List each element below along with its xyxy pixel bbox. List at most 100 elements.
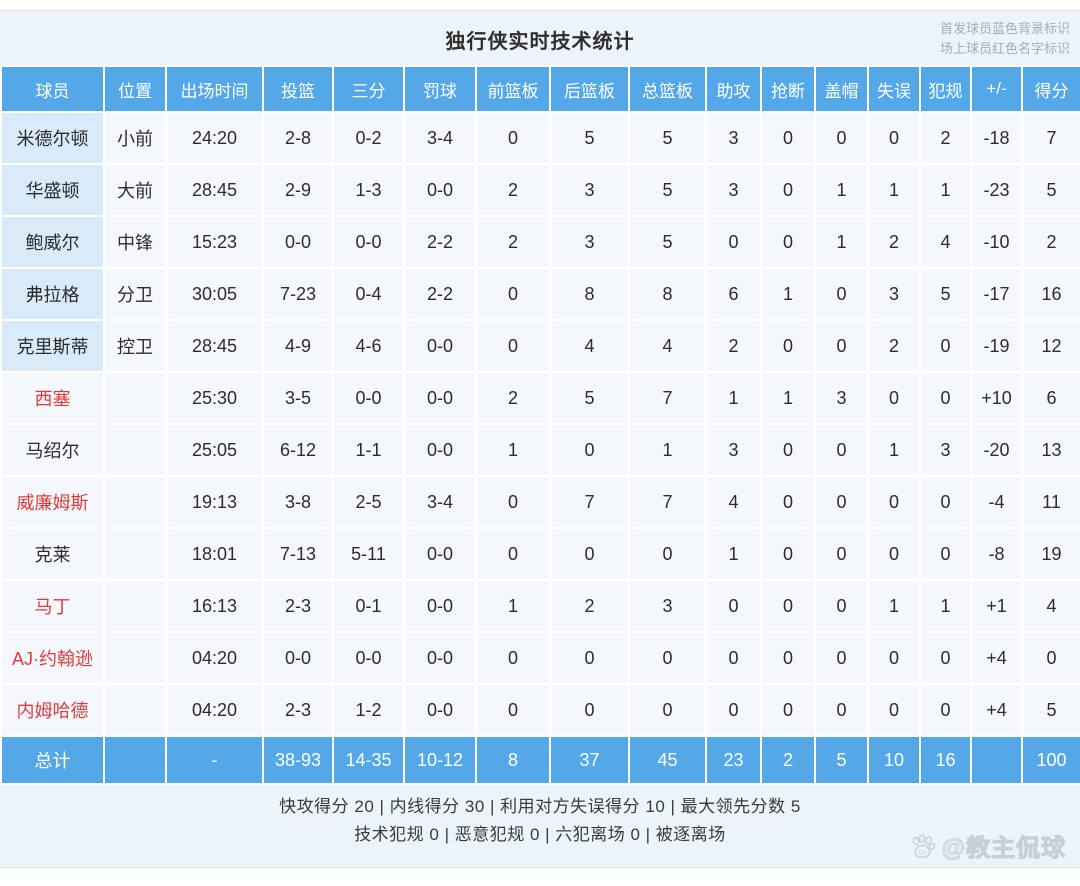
stat-ft: 0-0 — [403, 371, 477, 425]
stat-ft: 0-0 — [403, 423, 477, 477]
table-row: 克里斯蒂 控卫 28:45 4-9 4-6 0-0 0 4 4 2 0 0 2 0 -19 12 — [0, 319, 1080, 373]
totals-row: 总计 - 38-93 14-35 10-12 8 37 45 23 2 5 10… — [0, 735, 1080, 785]
stat-pf: 0 — [919, 683, 972, 737]
stat-stl: 1 — [760, 371, 816, 425]
stat-minutes: 16:13 — [165, 579, 264, 633]
col-pts: 得分 — [1021, 65, 1080, 113]
stat-ft: 3-4 — [403, 111, 477, 165]
stat-ft: 0-0 — [403, 163, 477, 217]
col-oreb: 前篮板 — [475, 65, 551, 113]
stat-oreb: 0 — [475, 527, 551, 581]
col-stl: 抢断 — [760, 65, 816, 113]
stat-treb: 3 — [628, 579, 707, 633]
totals-pts: 100 — [1021, 735, 1080, 785]
player-name: 克里斯蒂 — [0, 319, 105, 373]
stat-blk: 0 — [814, 579, 869, 633]
stat-3pt: 1-3 — [332, 163, 405, 217]
totals-3pt: 14-35 — [332, 735, 405, 785]
stat-ast: 3 — [705, 163, 762, 217]
stat-ast: 0 — [705, 631, 762, 685]
stat-pts: 2 — [1021, 215, 1080, 269]
player-name: 马丁 — [0, 579, 105, 633]
table-row: 弗拉格 分卫 30:05 7-23 0-4 2-2 0 8 8 6 1 0 3 5 -17 16 — [0, 267, 1080, 321]
stat-3pt: 2-5 — [332, 475, 405, 529]
stat-3pt: 4-6 — [332, 319, 405, 373]
totals-plusminus — [970, 735, 1023, 785]
col-3pt: 三分 — [332, 65, 405, 113]
stat-treb: 5 — [628, 215, 707, 269]
stat-to: 0 — [867, 475, 921, 529]
stat-minutes: 24:20 — [165, 111, 264, 165]
stat-minutes: 19:13 — [165, 475, 264, 529]
stat-pts: 13 — [1021, 423, 1080, 477]
stat-ast: 2 — [705, 319, 762, 373]
stat-dreb: 8 — [549, 267, 630, 321]
totals-minutes: - — [165, 735, 264, 785]
player-name: 鲍威尔 — [0, 215, 105, 269]
stat-treb: 7 — [628, 371, 707, 425]
col-dreb: 后篮板 — [549, 65, 630, 113]
stat-ft: 0-0 — [403, 683, 477, 737]
col-ft: 罚球 — [403, 65, 477, 113]
totals-ft: 10-12 — [403, 735, 477, 785]
stat-plusminus: +4 — [970, 631, 1023, 685]
legend-note: 首发球员蓝色背景标识 场上球员红色名字标识 — [940, 19, 1070, 59]
player-position — [103, 527, 167, 581]
stat-plusminus: +10 — [970, 371, 1023, 425]
stat-ft: 0-0 — [403, 631, 477, 685]
stat-dreb: 0 — [549, 423, 630, 477]
stat-ast: 1 — [705, 527, 762, 581]
col-position: 位置 — [103, 65, 167, 113]
stat-pts: 5 — [1021, 683, 1080, 737]
stat-ft: 0-0 — [403, 527, 477, 581]
stat-minutes: 25:30 — [165, 371, 264, 425]
watermark-handle: @教主侃球 — [941, 835, 1066, 863]
stat-pts: 19 — [1021, 527, 1080, 581]
stat-to: 3 — [867, 267, 921, 321]
header-row: 球员 位置 出场时间 投篮 三分 罚球 前篮板 后篮板 总篮板 助攻 抢断 盖帽… — [0, 65, 1080, 113]
stat-blk: 0 — [814, 267, 869, 321]
table-row: 内姆哈德 04:20 2-3 1-2 0-0 0 0 0 0 0 0 0 0 +4 5 — [0, 683, 1080, 737]
stat-ft: 3-4 — [403, 475, 477, 529]
legend-line-starter: 首发球员蓝色背景标识 — [939, 21, 1070, 36]
table-row: 马绍尔 25:05 6-12 1-1 0-0 1 0 1 3 0 0 1 3 -20 13 — [0, 423, 1080, 477]
stat-blk: 1 — [814, 163, 869, 217]
stat-treb: 5 — [628, 111, 707, 165]
stat-oreb: 0 — [475, 111, 551, 165]
player-position — [103, 579, 167, 633]
stat-blk: 0 — [814, 475, 869, 529]
stat-plusminus: +1 — [970, 579, 1023, 633]
col-plusminus: +/- — [970, 65, 1023, 113]
stat-pf: 0 — [919, 527, 972, 581]
totals-ast: 23 — [705, 735, 762, 785]
stat-plusminus: +4 — [970, 683, 1023, 737]
footer-line-fouls: 技术犯规 0 | 恶意犯规 0 | 六犯离场 0 | 被逐离场 — [354, 825, 726, 844]
stat-blk: 0 — [814, 683, 869, 737]
stat-pts: 6 — [1021, 371, 1080, 425]
stat-stl: 0 — [760, 527, 816, 581]
stat-plusminus: -18 — [970, 111, 1023, 165]
player-name: AJ·约翰逊 — [0, 631, 105, 685]
stat-3pt: 0-1 — [332, 579, 405, 633]
stat-3pt: 0-0 — [332, 371, 405, 425]
stat-ft: 2-2 — [403, 215, 477, 269]
stat-minutes: 18:01 — [165, 527, 264, 581]
stat-pf: 0 — [919, 631, 972, 685]
stat-ast: 6 — [705, 267, 762, 321]
stat-pf: 2 — [919, 111, 972, 165]
player-name: 米德尔顿 — [0, 111, 105, 165]
table-row: 米德尔顿 小前 24:20 2-8 0-2 3-4 0 5 5 3 0 0 0 2 -18 7 — [0, 111, 1080, 165]
player-name: 弗拉格 — [0, 267, 105, 321]
stat-blk: 0 — [814, 631, 869, 685]
stat-blk: 0 — [814, 319, 869, 373]
stat-oreb: 2 — [475, 163, 551, 217]
title-bar: 独行侠实时技术统计 首发球员蓝色背景标识 场上球员红色名字标识 — [0, 11, 1080, 65]
stat-dreb: 0 — [549, 631, 630, 685]
totals-stl: 2 — [760, 735, 816, 785]
stat-ft: 0-0 — [403, 579, 477, 633]
stat-fg: 3-8 — [262, 475, 334, 529]
stat-3pt: 0-0 — [332, 631, 405, 685]
stat-plusminus: -4 — [970, 475, 1023, 529]
stat-3pt: 5-11 — [332, 527, 405, 581]
stat-stl: 0 — [760, 423, 816, 477]
